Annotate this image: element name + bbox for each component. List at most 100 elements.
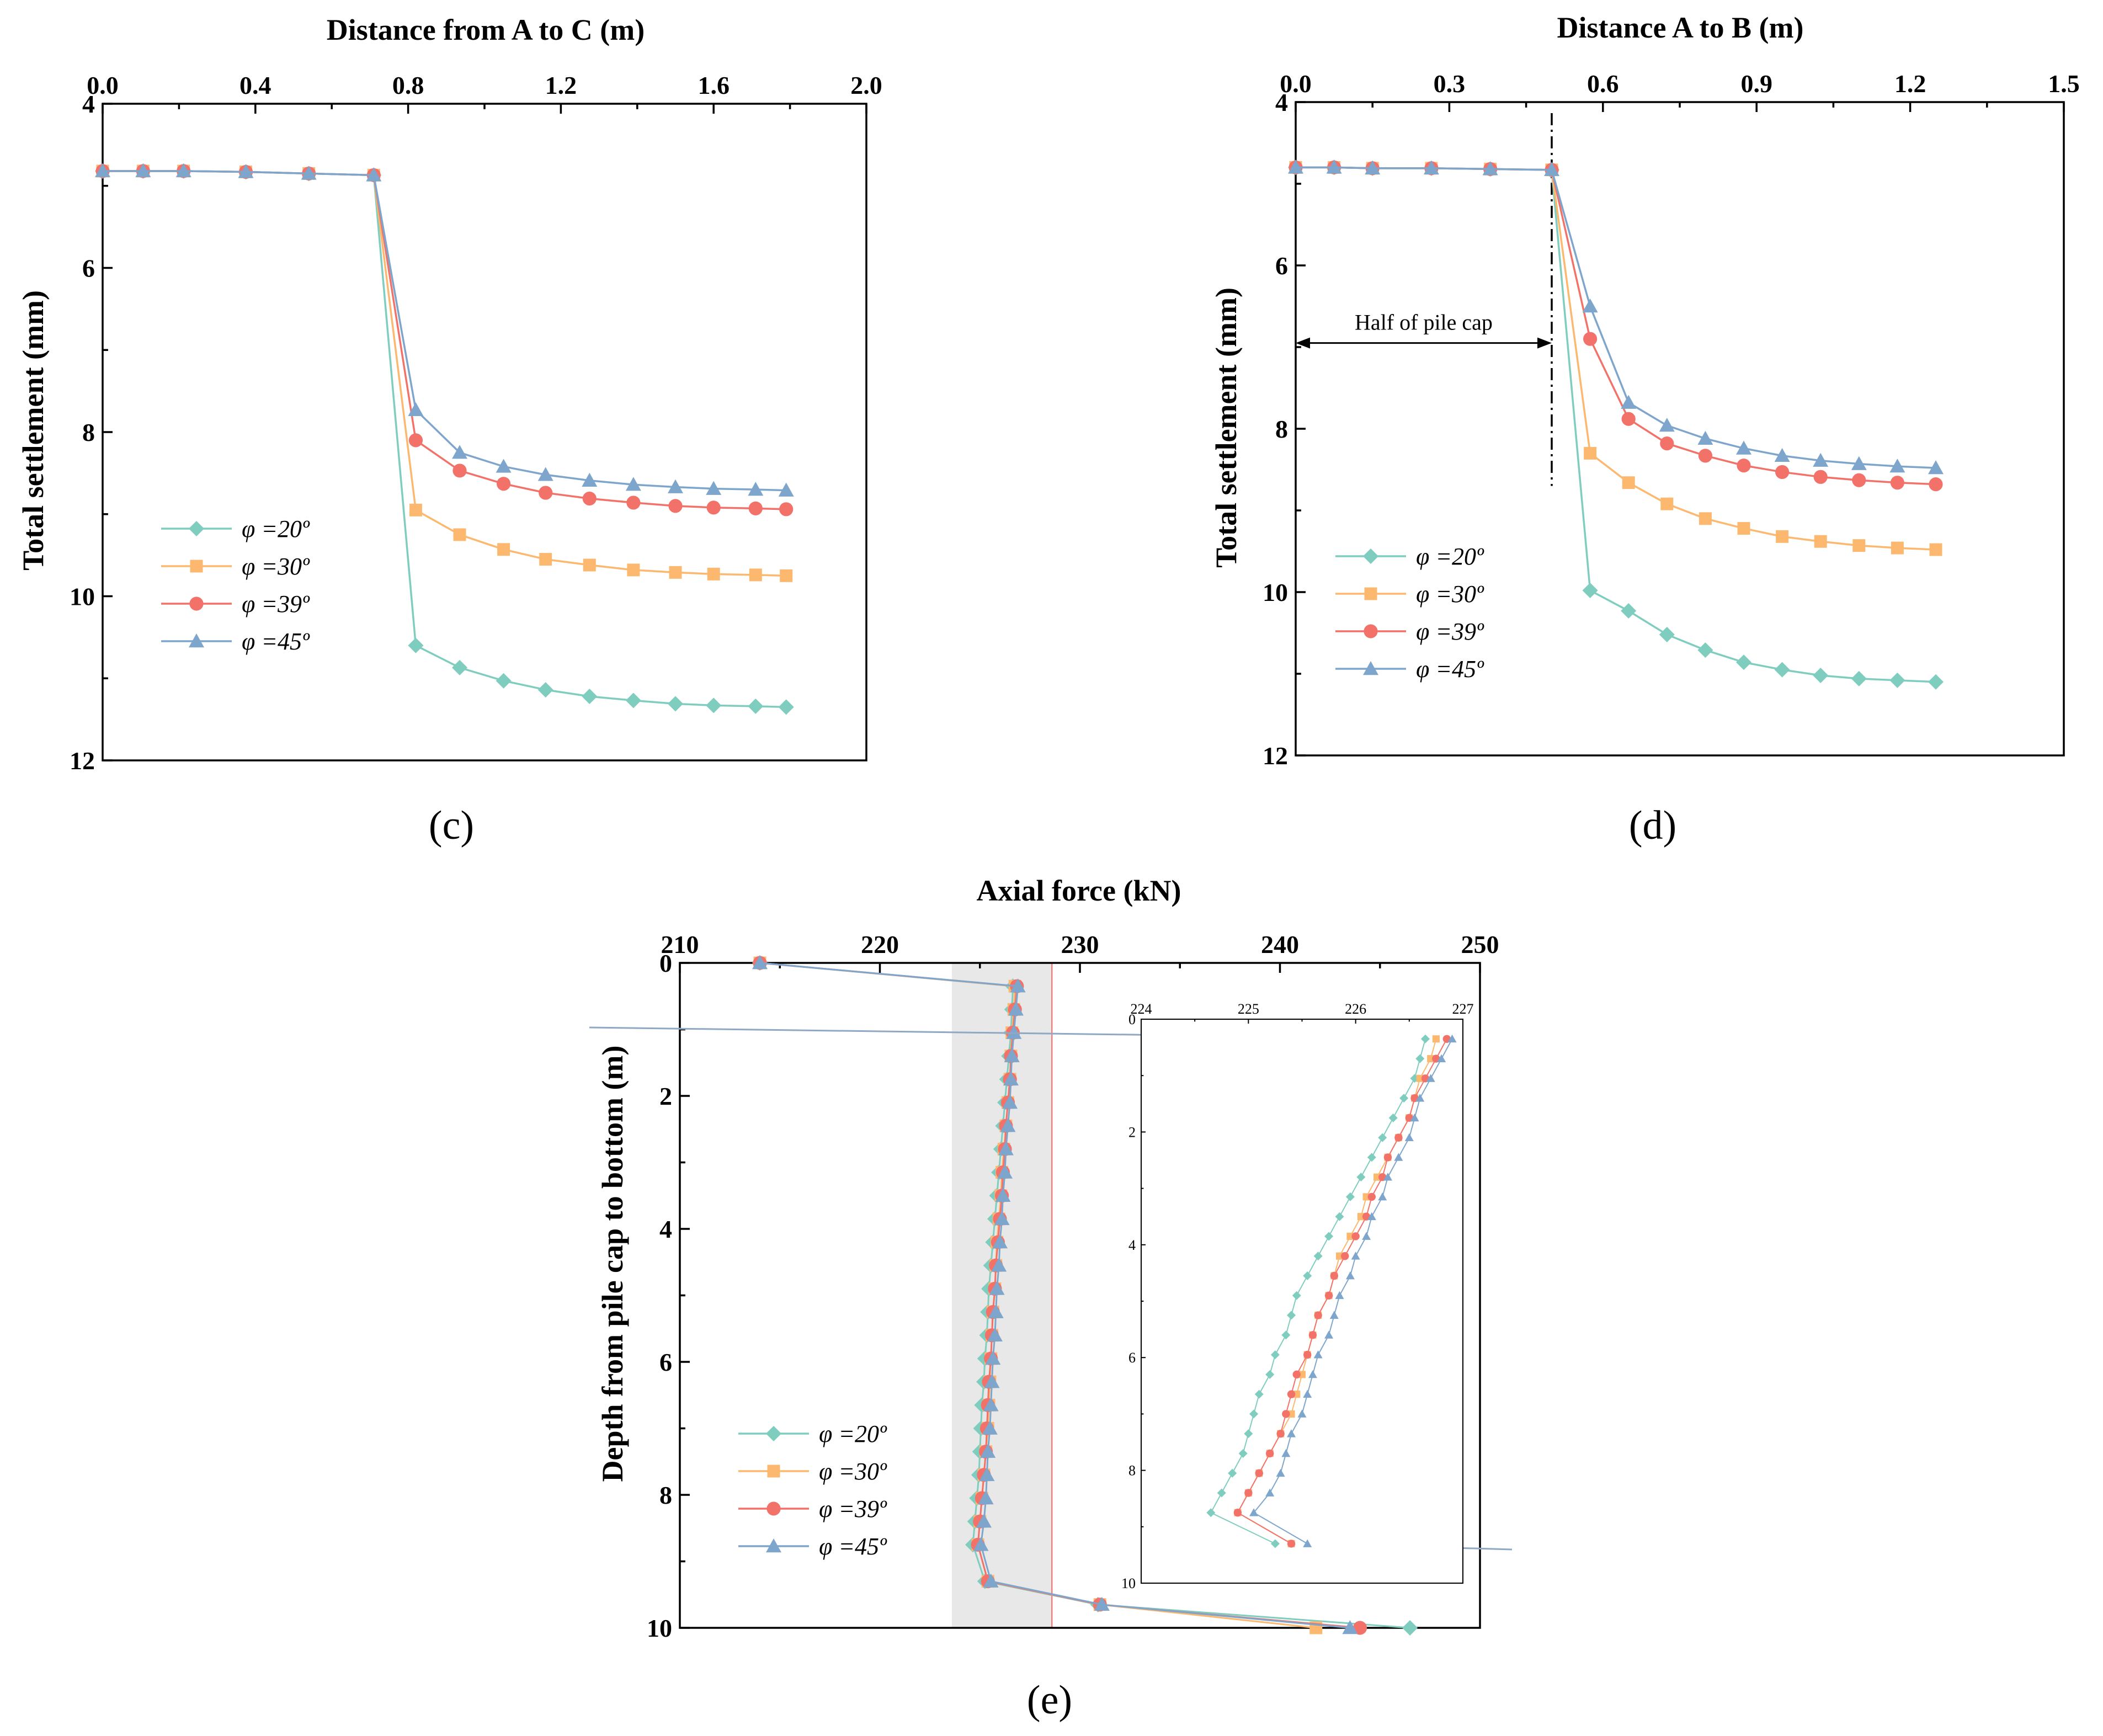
panel-c-phi39-line <box>103 170 786 510</box>
panel-e-phi45-point <box>997 1164 1013 1179</box>
panel-d-phi30-point <box>1814 535 1827 548</box>
panel-d-phi20-line <box>1296 166 1936 683</box>
panel-c-phi45-point <box>668 479 683 493</box>
panel-c-phi30-point <box>780 569 793 582</box>
panel-d-x-tick-label: 0.3 <box>1434 70 1466 98</box>
panel-d-phi30-point <box>1929 543 1942 556</box>
panel-e-phi45-point <box>1010 978 1026 993</box>
panel-c-y-tick-label: 12 <box>70 747 95 775</box>
legend-label: φ =45º <box>819 1533 887 1560</box>
panel-d-x-tick-label: 0.9 <box>1740 70 1772 98</box>
legend-label: φ =20º <box>242 515 310 542</box>
panel-e-phi45-point <box>1000 1118 1016 1132</box>
inset-phi45-point <box>1335 1291 1344 1300</box>
panel-e-phi45-point <box>987 1327 1003 1341</box>
panel-d-phi45-point <box>1621 395 1637 409</box>
panel-e-phi45-point <box>1002 1095 1018 1109</box>
inset-series <box>1206 1034 1457 1548</box>
panel-d-phi39-point <box>1621 412 1636 426</box>
panel-d-phi45-point <box>1544 162 1559 177</box>
inset-phi39-point <box>1394 1133 1403 1142</box>
panel-d-phi39-point <box>1737 459 1751 473</box>
panel-c-phi20-point <box>408 637 424 653</box>
inset-phi39-point <box>1255 1469 1263 1477</box>
panel-d-phi45-point <box>1928 460 1944 475</box>
panel-c-phi39-point <box>408 433 423 448</box>
inset-phi20-point <box>1378 1133 1387 1142</box>
inset-y-tick-label: 0 <box>1128 1011 1136 1027</box>
panel-d-x-tick-label: 1.5 <box>2048 70 2080 98</box>
arrow-head-left-icon <box>1296 337 1310 349</box>
panel-c-phi45-point <box>366 167 382 182</box>
panel-d-phi30-point <box>1891 541 1904 555</box>
inset-phi45-point <box>1324 1330 1334 1339</box>
panel-c-x-tick-label: 1.2 <box>545 71 577 99</box>
inset-phi45-point <box>1410 1113 1419 1122</box>
panel-e-x-tick-label: 240 <box>1261 930 1299 958</box>
panel-d-phi30-point <box>1699 512 1712 525</box>
inset-phi20-point <box>1254 1389 1264 1399</box>
panel-c-phi45-series <box>95 163 794 497</box>
panel-e-phi45-point <box>998 1141 1014 1155</box>
inset-phi20-point <box>1367 1153 1376 1162</box>
legend-entry-phi30: φ =30º <box>161 553 310 580</box>
legend-entry-phi20: φ =20º <box>161 515 310 542</box>
inset-phi20-point <box>1420 1034 1430 1043</box>
inset-plot-frame <box>1141 1019 1463 1584</box>
inset-phi39-point <box>1282 1410 1290 1418</box>
inset-phi39-point <box>1287 1390 1296 1398</box>
panel-c-phi39-point <box>626 496 641 510</box>
panel-c-phi39-point <box>452 464 467 478</box>
inset-phi45-point <box>1281 1449 1291 1457</box>
panel-e-phi45-point <box>978 1490 994 1505</box>
half-pile-cap-label: Half of pile cap <box>1355 310 1493 335</box>
inset-phi45-point <box>1276 1468 1285 1477</box>
panel-d-phi39-point <box>1890 476 1904 490</box>
panel-e-phi45-point <box>982 1420 998 1435</box>
panel-d-phi45-point <box>1326 159 1342 174</box>
panel-e-phi45-point <box>1004 1048 1020 1062</box>
inset-phi39-point <box>1303 1350 1312 1359</box>
legend-entry-phi39: φ =39º <box>1335 618 1484 645</box>
panel-e-phi39-point <box>1353 1621 1367 1635</box>
panel-c-label: (c) <box>429 803 474 848</box>
inset-phi30-point <box>1287 1410 1295 1418</box>
panel-d-half-pile-cap-annotation: Half of pile cap <box>1296 113 1553 486</box>
panel-d-phi30-point <box>1852 539 1866 552</box>
panel-c-phi45-point <box>496 459 512 473</box>
panel-c-phi30-point <box>539 553 552 566</box>
panel-d-y-tick-label: 10 <box>1263 578 1288 606</box>
panel-d-phi45-point <box>1813 452 1829 467</box>
panel-c-phi20-point <box>668 696 683 712</box>
panel-c-phi39-point <box>779 502 794 516</box>
panel-c-phi20-point <box>778 699 794 715</box>
panel-c-phi39-point <box>497 477 511 491</box>
panel-e-phi45-point <box>980 1444 996 1458</box>
panel-c-plot-frame <box>102 103 867 762</box>
inset-phi20-series <box>1206 1034 1430 1548</box>
inset-phi45-point <box>1404 1133 1414 1142</box>
panel-d-phi30-point <box>1737 522 1750 535</box>
inset-x-tick-label: 225 <box>1238 1001 1259 1017</box>
panel-d-phi30-line <box>1296 166 1936 551</box>
inset-phi20-point <box>1292 1291 1301 1300</box>
panel-c-phi30-point <box>749 568 762 582</box>
inset-phi45-point <box>1394 1153 1403 1161</box>
panel-c-phi39-point <box>539 486 553 500</box>
panel-c-phi45-point <box>537 467 553 481</box>
panel-d-phi45-line <box>1296 166 1936 469</box>
inset-phi45-point <box>1447 1034 1457 1043</box>
panel-c-series <box>95 163 794 715</box>
panel-c-phi45-point <box>582 472 598 487</box>
panel-c-legend: φ =20º φ =30º φ =39º φ =45º <box>161 515 310 655</box>
panel-c-x-tick-label: 0.4 <box>239 71 271 99</box>
panel-e-phi45-point <box>1008 1002 1024 1016</box>
inset-ticks: 224 225 226 227 0 2 4 6 8 10 <box>1121 1001 1474 1591</box>
panel-e-phi45-point <box>988 1304 1004 1318</box>
panel-c-phi45-point <box>95 163 110 178</box>
panel-e-phi45-point <box>984 1374 1000 1388</box>
panel-c-phi45-point <box>748 482 764 496</box>
inset-phi39-point <box>1244 1489 1253 1497</box>
panel-c-phi30-series <box>96 164 793 582</box>
